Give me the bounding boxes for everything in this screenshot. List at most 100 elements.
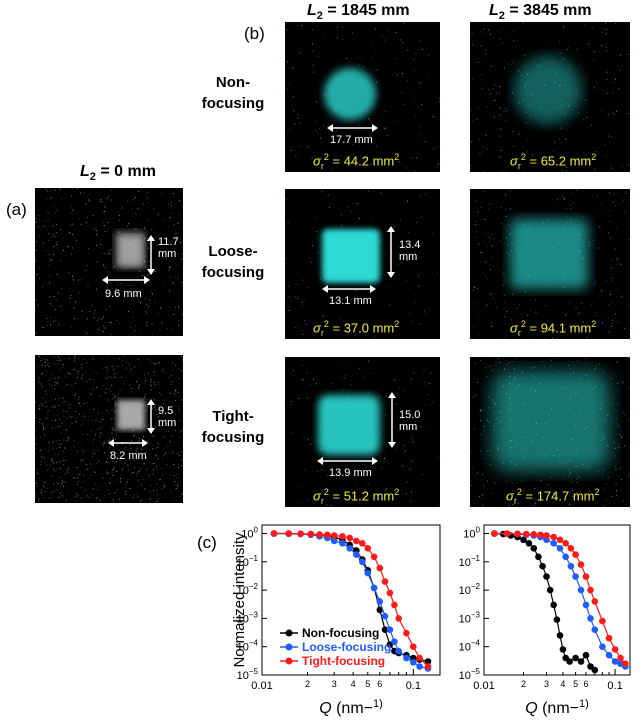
data-point bbox=[617, 654, 624, 662]
data-point bbox=[520, 536, 527, 544]
data-point bbox=[339, 533, 346, 540]
data-point bbox=[535, 553, 542, 561]
data-point bbox=[611, 658, 619, 665]
data-point bbox=[562, 553, 569, 561]
data-point bbox=[582, 601, 590, 609]
legend-label: Non-focusing bbox=[302, 626, 379, 640]
data-point bbox=[556, 632, 564, 639]
data-point bbox=[605, 651, 613, 659]
data-point bbox=[424, 658, 432, 665]
data-point bbox=[567, 545, 575, 552]
data-point bbox=[376, 606, 384, 614]
sigma-label: σr2 = 51.2 mm2 bbox=[313, 487, 400, 506]
row-label-non-focusing: Non-focusing bbox=[201, 74, 265, 112]
x-axis-label: Q (nm−1) bbox=[525, 698, 589, 717]
x-tick-label: 4 bbox=[351, 679, 356, 689]
data-point bbox=[622, 660, 629, 667]
data-point bbox=[410, 643, 417, 650]
row-label-tight-focusing: Tight-focusing bbox=[201, 408, 265, 446]
data-point bbox=[376, 564, 384, 572]
data-point bbox=[403, 629, 410, 637]
panel-label-c: (c) bbox=[197, 533, 217, 552]
x-tick-label: 6 bbox=[377, 679, 382, 689]
data-point bbox=[391, 601, 398, 609]
data-point bbox=[567, 562, 575, 570]
data-point bbox=[562, 540, 569, 547]
sigma-label: σr2 = 174.7 mm2 bbox=[506, 487, 600, 506]
beam-image-loose-3845: σr2 = 94.1 mm2 bbox=[470, 189, 630, 339]
data-point bbox=[359, 540, 366, 547]
data-point bbox=[330, 532, 338, 539]
beam-image-a-loose: 11.7 mm 9.6 mm bbox=[35, 188, 183, 336]
x-tick-label: 5 bbox=[365, 679, 370, 689]
data-point bbox=[353, 537, 360, 545]
x-tick-label: 3 bbox=[332, 679, 337, 689]
data-point bbox=[543, 532, 550, 539]
data-point bbox=[572, 551, 579, 558]
data-point bbox=[297, 530, 304, 538]
data-point bbox=[395, 647, 403, 655]
y-tick-label: 10−3 bbox=[459, 610, 481, 625]
sigma-label: σr2 = 65.2 mm2 bbox=[510, 152, 597, 171]
data-point bbox=[525, 540, 533, 547]
beam-image-tight-3845: σr2 = 174.7 mm2 bbox=[470, 357, 630, 507]
y-tick-label: 10−4 bbox=[459, 639, 481, 654]
header-l2-1845: L2 = 1845 mm bbox=[307, 2, 410, 23]
legend-marker bbox=[285, 643, 293, 651]
data-point bbox=[364, 569, 372, 577]
x-tick-label: 2 bbox=[305, 679, 310, 689]
data-point bbox=[556, 536, 564, 544]
data-point bbox=[285, 530, 293, 537]
sigma-label: σr2 = 44.2 mm2 bbox=[313, 152, 400, 171]
data-point bbox=[611, 646, 619, 653]
data-point bbox=[546, 586, 554, 594]
x-tick-label: 3 bbox=[544, 679, 549, 689]
y-tick-label: 10−1 bbox=[459, 554, 481, 569]
x-tick-label: 5 bbox=[573, 679, 578, 689]
x-tick-label: 6 bbox=[583, 679, 588, 689]
series-line bbox=[494, 532, 596, 671]
data-point bbox=[346, 534, 354, 542]
data-point bbox=[591, 598, 599, 605]
data-point bbox=[539, 562, 546, 570]
data-point bbox=[559, 646, 567, 653]
header-l2-0: L2 = 0 mm bbox=[80, 163, 156, 184]
series-line bbox=[273, 532, 429, 670]
beam-image-loose-1845: 13.4 mm 13.1 mm σr2 = 37.0 mm2 bbox=[285, 189, 440, 339]
data-point bbox=[537, 531, 544, 539]
beam-image-tight-1845: 15.0 mm 13.9 mm σr2 = 51.2 mm2 bbox=[285, 357, 440, 507]
data-point bbox=[572, 654, 579, 662]
beam-image-non-3845: σr2 = 65.2 mm2 bbox=[470, 22, 630, 172]
series-line bbox=[494, 532, 626, 665]
data-point bbox=[550, 540, 557, 547]
panel-label-a: (a) bbox=[6, 200, 27, 219]
data-point bbox=[370, 553, 378, 561]
chart-frame bbox=[483, 524, 631, 676]
data-point bbox=[330, 537, 338, 545]
data-point bbox=[605, 634, 613, 642]
data-point bbox=[376, 598, 384, 605]
x-tick-label: 0.1 bbox=[406, 680, 421, 692]
sigma-label: σr2 = 37.0 mm2 bbox=[313, 319, 400, 338]
row-label-loose-focusing: Loose-focusing bbox=[201, 243, 265, 281]
data-point bbox=[324, 531, 331, 539]
data-point bbox=[424, 663, 432, 670]
data-point bbox=[591, 666, 599, 674]
data-point bbox=[587, 615, 594, 622]
data-point bbox=[514, 530, 521, 538]
data-point bbox=[577, 586, 585, 594]
x-axis-label: Q (nm−1) bbox=[319, 698, 383, 717]
x-tick-label: 0.01 bbox=[251, 680, 272, 692]
data-point bbox=[530, 545, 538, 552]
data-point bbox=[599, 643, 606, 650]
data-point bbox=[416, 654, 423, 662]
data-point bbox=[577, 658, 585, 665]
data-point bbox=[403, 654, 410, 662]
data-point bbox=[572, 573, 579, 580]
data-point bbox=[353, 551, 360, 558]
data-point bbox=[270, 530, 278, 537]
data-point bbox=[491, 530, 498, 537]
sigma-label: σr2 = 94.1 mm2 bbox=[510, 319, 597, 338]
legend-label: Tight-focusing bbox=[302, 654, 385, 668]
